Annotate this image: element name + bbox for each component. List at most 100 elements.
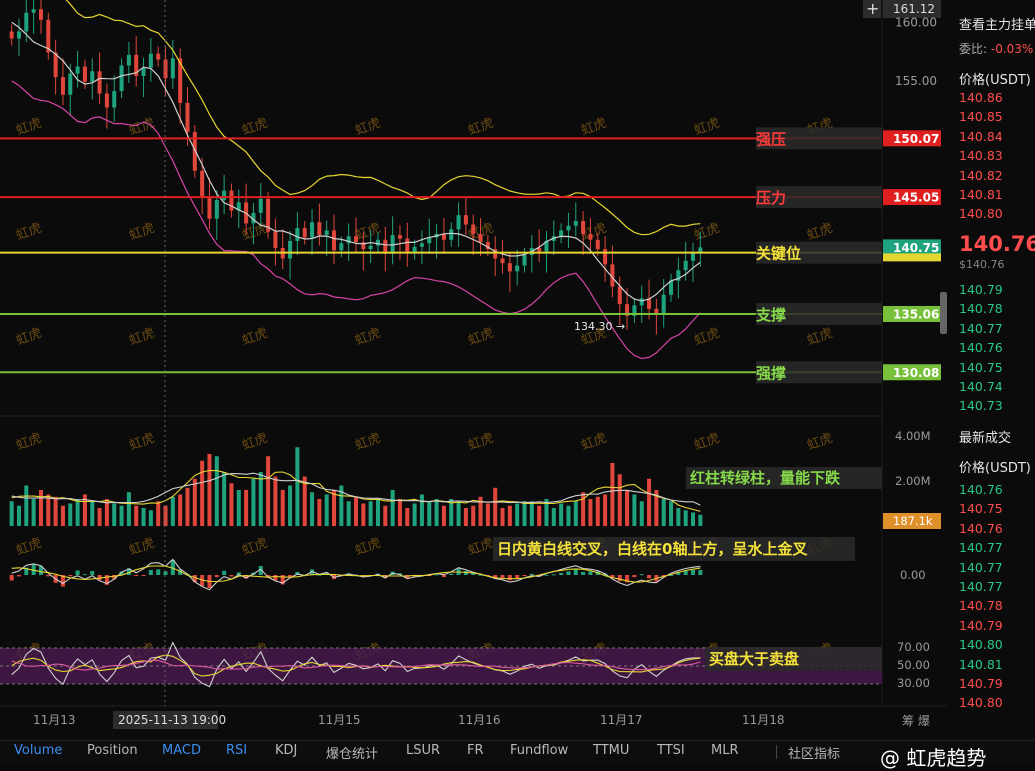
price-axis-top-label: 161.12 [893,2,935,16]
level-label-box [756,127,882,150]
tab-5[interactable]: 爆仓统计 [326,747,379,762]
level-label-box [756,361,882,384]
volume-bar [669,501,674,526]
volume-bar [515,503,520,526]
trade-row[interactable]: 140.80 [959,695,1003,711]
rsi-annotation-box [705,647,882,671]
trade-row[interactable]: 140.75 [959,501,1003,517]
order-book-title[interactable]: 查看主力挂单 [959,18,1035,33]
trade-list: 140.76 140.75 140.76 140.77 140.77 140.77 140.… [959,480,1035,713]
candle [302,228,307,238]
ask-row[interactable]: 140.80 [959,206,1003,222]
tab-11[interactable]: MLR [711,743,739,758]
bid-row[interactable]: 140.76 [959,340,1003,356]
volume-bar [529,501,534,526]
bid-row[interactable]: 140.78 [959,301,1003,317]
macd-histogram-bar [625,575,630,583]
bid-row[interactable]: 140.74 [959,378,1003,394]
candle [112,91,117,108]
candle [507,263,512,272]
price-axis-tag-label: 130.08 [893,366,939,380]
low-price-marker: 134.30 → [574,320,625,333]
tab-1[interactable]: Position [87,743,138,758]
brand-watermark: @ 虹虎趋势 [880,746,987,770]
candle [9,31,14,39]
ask-row[interactable]: 140.81 [959,186,1003,202]
volume-bar [588,499,593,526]
volume-bar [156,501,161,526]
trade-row[interactable]: 140.79 [959,675,1003,691]
volume-bar [222,472,227,526]
volume-bar [427,501,432,526]
volume-bar [339,485,344,526]
bid-row[interactable]: 140.73 [959,398,1003,414]
chart-resize-handle[interactable] [940,292,947,334]
tab-4[interactable]: KDJ [275,743,298,758]
trade-row[interactable]: 140.77 [959,559,1003,575]
candle [214,199,219,219]
tab-2[interactable]: MACD [162,743,201,758]
trade-row[interactable]: 140.80 [959,637,1003,653]
trade-row[interactable]: 140.79 [959,617,1003,633]
tools-label[interactable]: 筹 爆 [902,714,930,728]
macd-histogram-bar [573,569,578,575]
volume-bar [288,485,293,526]
bid-row[interactable]: 140.75 [959,359,1003,375]
trade-row[interactable]: 140.77 [959,540,1003,556]
trades-title[interactable]: 最新成交 [959,431,1012,446]
candle [625,304,630,316]
trade-row[interactable]: 140.76 [959,482,1003,497]
trade-row[interactable]: 140.81 [959,656,1003,672]
volume-bar [310,492,315,526]
volume-bar [97,508,102,526]
macd-histogram-bar [104,575,109,585]
volume-bar [178,494,183,526]
bid-row[interactable]: 140.79 [959,282,1003,297]
candle [126,54,131,66]
volume-bar [141,508,146,526]
candle [236,202,241,211]
tab-8[interactable]: Fundflow [510,743,569,758]
macd-histogram-bar [676,572,681,575]
tab-7[interactable]: FR [467,743,484,758]
tab-0[interactable]: Volume [14,743,63,758]
volume-current-tag [883,513,941,529]
trade-row[interactable]: 140.77 [959,578,1003,594]
volume-bar [134,505,139,526]
tab-10[interactable]: TTSI [657,743,685,758]
ask-row[interactable]: 140.82 [959,167,1003,183]
candle [339,243,344,251]
tab-9[interactable]: TTMU [593,743,630,758]
volume-bar [676,508,681,526]
macd-histogram-bar [405,575,410,579]
add-indicator-button[interactable]: + [866,0,879,18]
volume-bar [581,492,586,526]
macd-histogram-bar [478,574,483,576]
volume-bar [16,505,22,526]
volume-bar [441,505,446,526]
ask-row[interactable]: 140.86 [959,90,1003,105]
macd-histogram-bar [156,569,161,575]
ask-row[interactable]: 140.84 [959,128,1003,144]
candle [581,221,586,234]
volume-bar [170,496,175,526]
macd-histogram-bar [639,574,644,576]
trade-row[interactable]: 140.76 [959,520,1003,536]
price-axis-top-box [883,0,941,18]
volume-bar [112,503,117,526]
tab-6[interactable]: LSUR [406,743,441,758]
ask-row[interactable]: 140.83 [959,148,1003,164]
volume-bar [53,496,58,526]
tab-12[interactable]: 社区指标 [788,747,841,762]
bid-row[interactable]: 140.77 [959,320,1003,336]
trade-row[interactable]: 140.78 [959,598,1003,614]
candle [485,242,490,250]
candle [222,190,227,200]
volume-bar [200,460,205,526]
macd-histogram-bar [507,575,512,581]
tab-3[interactable]: RSI [226,743,248,758]
ask-row[interactable]: 140.85 [959,109,1003,125]
volume-bar [82,494,87,526]
indicator-tab-bar: Volume Position MACD RSI KDJ 爆仓统计 LSUR FR Fundfl… [0,740,1035,770]
